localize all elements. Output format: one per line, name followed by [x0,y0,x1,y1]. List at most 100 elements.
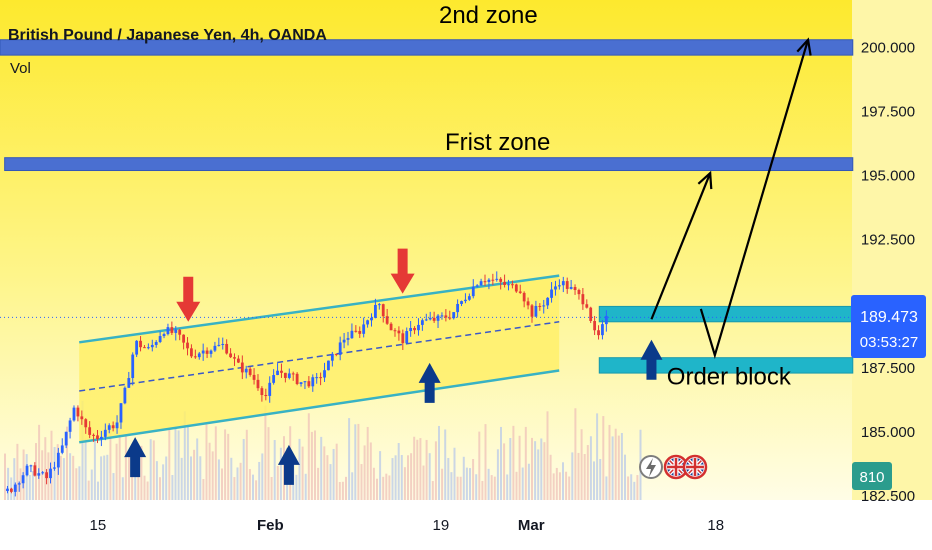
candle-body [452,312,456,319]
candle-body [240,362,244,373]
y-tick-label: 182.500 [861,488,915,505]
candle-body [88,427,92,435]
volume-bar [199,456,202,500]
candle-body [389,323,393,331]
volume-bar [75,468,78,500]
candle-body [193,356,197,358]
candle-body [601,324,604,336]
candle-body [597,330,600,336]
candle-body [174,329,178,333]
volume-indicator-label[interactable]: Vol [10,60,31,77]
candle-body [593,320,597,331]
volume-bar [558,472,561,500]
buy-signal-arrow-icon [124,437,147,478]
candle-body [354,330,358,332]
volume-bar [345,476,347,500]
candle-body [237,358,240,363]
volume-bar [605,476,608,500]
annotations-layer: 2nd zone Frist zone Order block [439,2,792,391]
candle-body [358,330,362,334]
x-tick-label: 15 [90,517,107,534]
volume-bar [546,411,549,500]
volume-bar [121,477,124,500]
volume-bar [174,428,177,500]
order-block-zone[interactable] [598,357,854,374]
candle-body [370,317,373,321]
resistance-zone[interactable] [0,39,854,56]
projection-path[interactable] [650,172,712,320]
candle-body [209,350,213,354]
volume-bar [599,458,602,500]
zones-layer [0,39,854,374]
candle-body [577,290,581,295]
volume-bar [38,424,41,500]
candle-body [534,305,538,317]
volume-bar [224,429,227,500]
candle-body [295,373,299,385]
volume-bar [630,474,633,500]
volume-bar [434,441,437,500]
candle-body [440,315,444,317]
candle-body [511,284,514,286]
volume-bar [97,481,99,500]
volume-bar [186,424,189,500]
resistance-zone[interactable] [4,157,854,172]
candle-body [139,340,142,348]
volume-bar [596,413,599,500]
volume-bar [586,445,589,500]
candle-body [60,445,64,453]
lightning-icon[interactable] [639,455,663,479]
projection-arrowhead-icon [697,170,713,190]
candle-body [362,324,366,334]
candle-body [546,297,550,306]
volume-bar [193,449,196,500]
volume-bar [354,424,357,500]
candle-body [150,344,154,348]
volume-bar [93,439,96,500]
volume-bar [574,408,577,500]
channel-midline[interactable] [79,321,560,392]
volume-bar [540,438,543,500]
volume-bar [124,433,127,500]
candle-body [475,285,479,287]
volume-bar [369,442,372,500]
candle-body [256,379,260,389]
volume-bar [472,459,475,500]
candle-body [283,372,287,378]
candle-body [338,342,342,355]
time-axis[interactable]: 15 Feb 19 Mar 18 [90,517,725,534]
volume-bar [602,416,605,500]
volume-bar [214,426,217,500]
candle-body [573,287,577,291]
volume-bar [134,468,137,500]
volume-bar [230,457,233,500]
news-icons[interactable] [639,454,708,480]
candle-body [319,377,323,379]
volume-bar [255,480,258,500]
volume-bar [276,465,279,500]
volume-bar [335,443,338,500]
uk-flag-icon[interactable] [682,454,708,480]
volume-bar [317,467,320,500]
candle-body [405,331,409,344]
volume-bar [183,411,186,500]
projection-path[interactable] [699,39,810,359]
volume-bar [360,464,363,500]
candle-body [381,304,385,317]
volume-bar [351,472,354,500]
volume-bar [28,474,31,500]
volume-bar [258,461,261,500]
candle-body [287,373,291,378]
volume-bar [372,467,375,500]
candle-body [201,350,205,354]
volume-bar [44,437,47,500]
volume-bar [242,438,245,500]
channel-upper-line[interactable] [79,274,560,344]
volume-bar [146,481,149,500]
volume-bar [562,462,564,500]
volume-bar [441,468,444,500]
channel-lower-line[interactable] [79,369,560,444]
last-price-label: 189.473 03:53:27 [851,295,926,358]
candle-body [565,281,569,289]
